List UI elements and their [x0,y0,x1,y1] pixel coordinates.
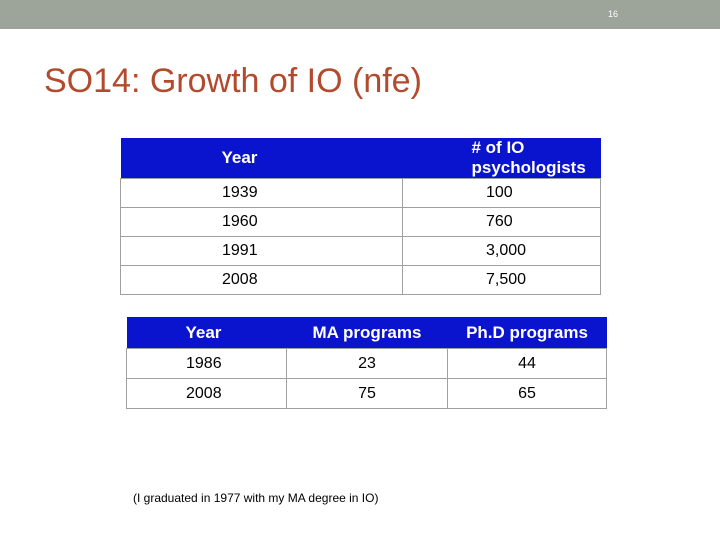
cell-year: 1960 [120,207,403,237]
cell-count: 760 [402,207,601,237]
cell-phd: 65 [447,378,607,409]
cell-ma: 23 [286,348,448,379]
footnote: (I graduated in 1977 with my MA degree i… [133,491,379,505]
cell-ma: 75 [286,378,448,409]
programs-table: Year MA programs Ph.D programs 1986 23 4… [126,317,607,409]
table-row: 1991 3,000 [120,236,601,266]
header-phd-programs: Ph.D programs [447,317,607,349]
cell-count: 7,500 [402,265,601,295]
header-year: Year [120,138,403,179]
table-row: 1960 760 [120,207,601,237]
table-row: 2008 75 65 [126,378,607,409]
top-bar: 16 [0,0,720,29]
cell-year: 1986 [126,348,287,379]
header-year: Year [126,317,287,349]
cell-year: 1939 [120,178,403,208]
cell-phd: 44 [447,348,607,379]
table-row: 2008 7,500 [120,265,601,295]
table-header-row: Year # of IO psychologists [120,138,601,179]
header-ma-programs: MA programs [286,317,448,349]
slide-number: 16 [607,9,618,19]
io-psychologists-table: Year # of IO psychologists 1939 100 1960… [120,138,601,295]
cell-count: 100 [402,178,601,208]
cell-year: 2008 [126,378,287,409]
table-row: 1986 23 44 [126,348,607,379]
table-row: 1939 100 [120,178,601,208]
table-header-row: Year MA programs Ph.D programs [126,317,607,349]
header-psychologists: # of IO psychologists [402,138,601,179]
cell-year: 1991 [120,236,403,266]
cell-count: 3,000 [402,236,601,266]
slide-title: SO14: Growth of IO (nfe) [44,62,422,100]
cell-year: 2008 [120,265,403,295]
